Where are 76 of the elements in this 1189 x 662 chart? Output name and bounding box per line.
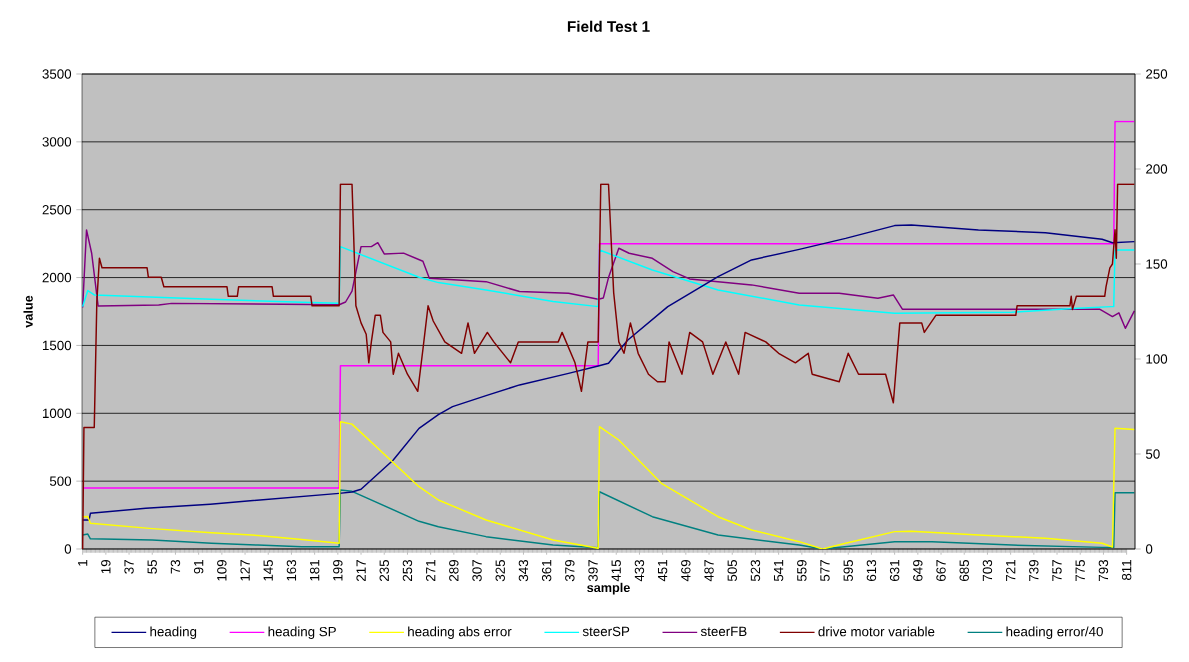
x-tick-label: 739	[1029, 560, 1039, 581]
y-tick-label: 1500	[42, 340, 72, 351]
y2-tick-label: 250	[1146, 69, 1168, 79]
x-tick-label: 361	[541, 560, 552, 582]
x-tick-label: 37	[124, 560, 134, 574]
legend-label: steerFB	[700, 626, 747, 637]
x-tick-label: 145	[263, 559, 273, 581]
legend-label: heading abs error	[408, 626, 512, 639]
x-tick-label: 235	[379, 559, 389, 581]
x-tick-label: 721	[1005, 560, 1016, 581]
x-tick-label: 109	[217, 560, 227, 581]
x-tick-label: 91	[193, 560, 204, 574]
x-tick-label: 685	[959, 559, 969, 581]
x-tick-label: 397	[588, 560, 598, 582]
x-tick-label: 631	[889, 560, 900, 581]
x-tick-label: 793	[1098, 559, 1109, 581]
x-tick-label: 487	[704, 560, 714, 582]
x-tick-label: 325	[495, 559, 505, 582]
y2-tick-label: 100	[1146, 354, 1168, 364]
x-tick-label: 199	[333, 560, 343, 581]
x-tick-label: 505	[727, 559, 737, 582]
x-tick-label: 541	[773, 560, 784, 582]
y2-tick-label: 50	[1145, 449, 1160, 459]
x-tick-label: 649	[913, 560, 923, 581]
line-series	[82, 120, 1135, 489]
legend-label: heading SP	[268, 626, 336, 639]
x-tick-label: 1	[78, 560, 88, 566]
y-tick-label: 3500	[42, 69, 72, 79]
x-tick-label: 451	[657, 560, 668, 582]
x-tick-label: 523	[750, 559, 761, 582]
legend-label: heading error/40	[1006, 626, 1103, 639]
x-tick-label: 163	[286, 559, 297, 581]
x-tick-label: 613	[866, 559, 877, 581]
x-tick-label: 415	[611, 559, 621, 582]
x-tick-label: 703	[982, 559, 993, 581]
line-series	[82, 489, 1135, 549]
x-tick-label: 127	[240, 560, 250, 581]
x-axis-title: sample	[587, 582, 630, 595]
chart-title: Field Test 1	[567, 20, 650, 32]
x-tick-label: 271	[425, 560, 436, 581]
line-series	[82, 245, 1135, 315]
x-tick-label: 811	[1121, 560, 1132, 581]
y2-tick-label: 150	[1146, 259, 1168, 269]
x-tick-label: 343	[518, 559, 529, 582]
x-tick-label: 667	[936, 560, 946, 581]
y-tick-label: 0	[64, 544, 72, 554]
x-tick-label: 73	[170, 559, 181, 574]
x-tick-label: 181	[309, 560, 320, 581]
y2-tick-label: 200	[1146, 164, 1168, 174]
x-tick-label: 253	[402, 559, 413, 581]
y-tick-label: 2000	[42, 272, 72, 283]
line-series	[82, 183, 1135, 549]
y-tick-label: 500	[49, 476, 72, 486]
y-tick-label: 1000	[42, 408, 72, 418]
line-series	[82, 229, 1135, 330]
legend-label: drive motor variable	[818, 626, 935, 637]
x-tick-label: 379	[565, 560, 575, 582]
x-tick-label: 289	[449, 560, 459, 581]
x-tick-label: 469	[681, 560, 691, 582]
x-tick-label: 55	[147, 559, 157, 574]
y-tick-label: 3000	[42, 137, 72, 147]
y2-tick-label: 0	[1145, 544, 1153, 554]
x-tick-label: 307	[472, 560, 482, 582]
y-tick-label: 2500	[42, 205, 72, 215]
x-tick-label: 757	[1052, 560, 1062, 581]
y-axis-title: value	[23, 295, 33, 328]
legend-label: steerSP	[582, 626, 630, 637]
x-tick-label: 595	[843, 559, 853, 582]
legend-label: heading	[150, 626, 197, 639]
x-tick-label: 217	[356, 560, 366, 581]
line-series	[82, 420, 1135, 549]
x-tick-label: 775	[1075, 559, 1085, 581]
x-tick-label: 559	[797, 560, 807, 582]
x-tick-label: 577	[820, 560, 830, 582]
x-tick-label: 19	[101, 560, 111, 574]
x-tick-label: 433	[634, 559, 645, 582]
